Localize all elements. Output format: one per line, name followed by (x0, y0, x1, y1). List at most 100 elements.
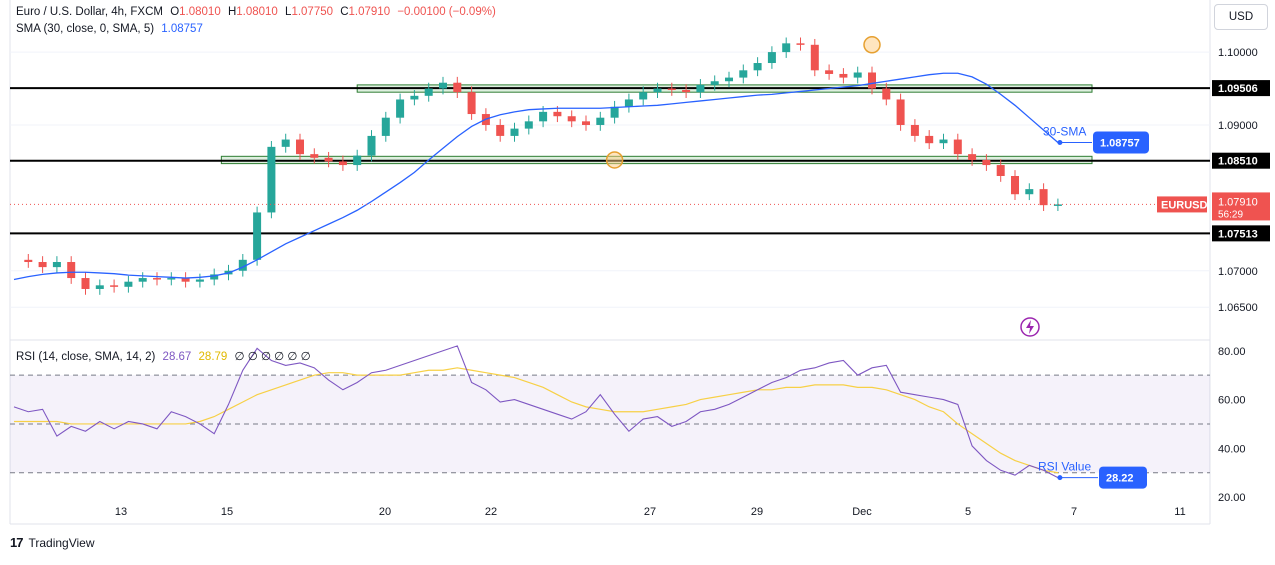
sma-legend-label: SMA (30, close, 0, SMA, 5) (16, 23, 155, 35)
price-tick-label: 1.06500 (1218, 302, 1258, 314)
candle-body (110, 285, 119, 287)
candle-body (1039, 189, 1048, 206)
candle-body (124, 281, 133, 287)
candle-body (1053, 204, 1062, 206)
candle-body (853, 72, 862, 78)
candle-body (524, 121, 533, 129)
candle-body (667, 88, 676, 91)
candle-body (381, 117, 390, 136)
candle-body (195, 279, 204, 282)
highlight-marker-icon (605, 151, 624, 169)
rsi-legend-label: RSI (14, close, SMA, 14, 2) (16, 351, 156, 363)
rsi-tick-label: 40.00 (1218, 443, 1246, 455)
candle-body (539, 111, 548, 122)
candle-body (839, 73, 848, 78)
candle-body (910, 124, 919, 136)
candle-body (153, 278, 161, 280)
ohlc-close: 1.07910 (348, 6, 391, 18)
symbol-tag (1157, 196, 1207, 213)
sma-value-label: 1.08757 (1100, 137, 1140, 149)
candle-body (653, 88, 662, 93)
candle-body (52, 262, 61, 268)
price-tick-label: 1.09000 (1218, 120, 1258, 132)
tradingview-logo-icon: 17 (10, 535, 24, 550)
candle-body (810, 44, 819, 71)
time-tick-label: 7 (1071, 506, 1077, 518)
candle-body (567, 116, 576, 122)
candle-body (882, 88, 891, 100)
rsi-tick-label: 80.00 (1218, 346, 1246, 358)
level-price-label: 1.08510 (1218, 156, 1258, 168)
time-tick-label: 22 (485, 506, 497, 518)
ohlc-high-label: H (227, 6, 237, 18)
rsi-legend-placeholders: ∅ ∅ ∅ ∅ ∅ ∅ (234, 351, 311, 363)
candle-body (610, 106, 619, 118)
level-price-tag (1212, 225, 1270, 242)
candle-body (682, 89, 691, 93)
candle-body (253, 212, 262, 260)
candle-body (510, 128, 519, 136)
footer-brand[interactable]: 17 TradingView (10, 535, 95, 550)
time-tick-label: Dec (852, 506, 872, 518)
rsi-value-tag (1099, 466, 1147, 489)
candle-body (296, 139, 304, 155)
lightning-bolt-icon (1026, 320, 1034, 334)
ohlc-open: 1.08010 (179, 6, 221, 18)
rsi-ma-legend-value: 28.79 (198, 351, 228, 363)
rsi-legend-value: 28.67 (162, 351, 192, 363)
candle-body (782, 43, 791, 53)
level-price-label: 1.09506 (1218, 83, 1258, 95)
candle-body (624, 99, 633, 107)
candle-body (439, 82, 447, 89)
sma-value-tag (1093, 131, 1149, 154)
rsi-tick-label: 20.00 (1218, 492, 1246, 504)
candle-body (982, 159, 991, 166)
candle-body (453, 82, 462, 93)
candle-countdown: 56:29 (1218, 209, 1243, 220)
candle-body (953, 139, 962, 155)
candle-body (396, 99, 405, 118)
candle-body (825, 70, 834, 74)
candle-body (67, 262, 76, 279)
price-tick-label: 1.07000 (1218, 266, 1258, 278)
candle-body (324, 157, 333, 162)
candle-body (467, 92, 476, 115)
symbol-legend: Euro / U.S. Dollar, 4h, FXCM O1.08010 H1… (16, 6, 500, 18)
candle-body (24, 259, 33, 263)
level-price-label: 1.07513 (1218, 228, 1258, 240)
candle-body (753, 63, 762, 71)
rsi-line (13, 345, 1059, 479)
rsi-tick-label: 60.00 (1218, 395, 1246, 407)
chart-title: Euro / U.S. Dollar, 4h, FXCM (16, 6, 163, 18)
current-price-tag (1212, 192, 1270, 221)
candle-body (639, 92, 648, 100)
candle-body (896, 99, 905, 125)
currency-button[interactable]: USD (1214, 4, 1268, 30)
time-tick-label: 11 (1174, 506, 1185, 518)
candle-body (238, 259, 247, 271)
candle-body (338, 161, 347, 166)
candle-body (353, 155, 362, 166)
candle-body (181, 278, 190, 282)
candle-body (596, 117, 605, 125)
candle-body (582, 121, 590, 125)
candle-body (696, 84, 705, 93)
candle-body (968, 154, 977, 160)
candle-body (95, 285, 104, 289)
rsi-legend: RSI (14, close, SMA, 14, 2) 28.67 28.79 … (16, 349, 315, 363)
lightning-icon (1020, 317, 1040, 337)
candle-body (996, 165, 1005, 176)
time-tick-label: 29 (751, 506, 763, 518)
price-tick-label: 1.10000 (1218, 47, 1258, 59)
candle-body (767, 52, 776, 64)
candle-body (553, 111, 562, 117)
ohlc-close-label: C (340, 6, 349, 18)
symbol-tag-label: EURUSD (1161, 199, 1208, 211)
level-price-tag (1212, 152, 1270, 169)
time-tick-label: 27 (644, 506, 656, 518)
ohlc-low-label: L (285, 6, 292, 18)
time-tick-label: 20 (379, 506, 391, 518)
candle-body (868, 72, 876, 89)
